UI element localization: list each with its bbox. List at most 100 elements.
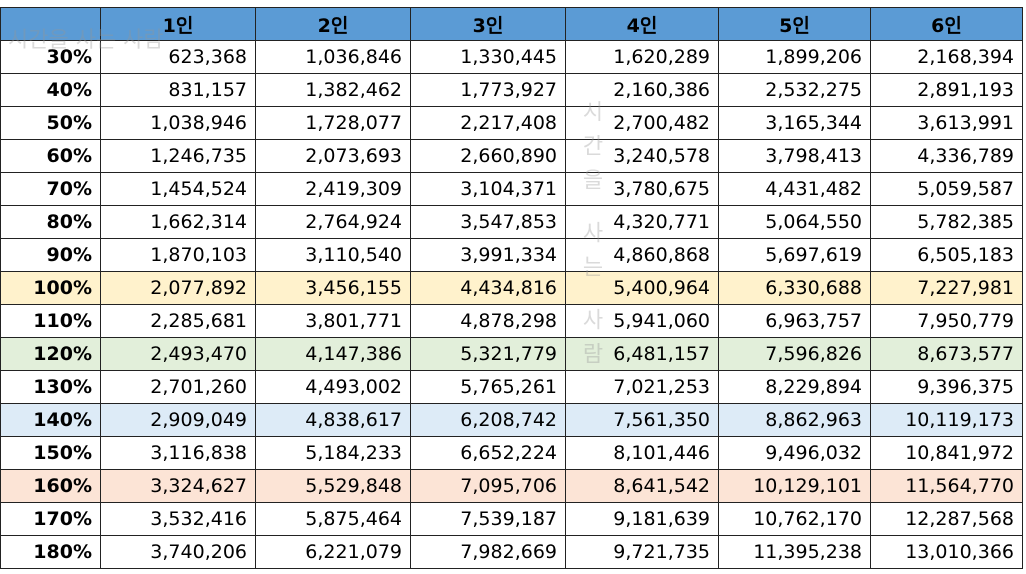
row-label: 90% xyxy=(0,238,101,272)
cell: 4,878,298 xyxy=(410,304,566,338)
cell: 1,038,946 xyxy=(100,106,256,140)
cell: 4,320,771 xyxy=(565,205,719,239)
cell: 3,324,627 xyxy=(100,469,256,503)
row-label: 100% xyxy=(0,271,101,305)
cell: 5,941,060 xyxy=(565,304,719,338)
cell: 5,184,233 xyxy=(255,436,411,470)
cell: 7,596,826 xyxy=(718,337,871,371)
cell: 3,456,155 xyxy=(255,271,411,305)
row-label: 30% xyxy=(0,40,101,74)
cell: 7,950,779 xyxy=(870,304,1023,338)
cell: 2,077,892 xyxy=(100,271,256,305)
table-row: 50% 1,038,946 1,728,077 2,217,408 2,700,482 3… xyxy=(0,106,1023,140)
cell: 9,721,735 xyxy=(565,535,719,569)
cell: 2,285,681 xyxy=(100,304,256,338)
cell: 9,396,375 xyxy=(870,370,1023,404)
row-label: 60% xyxy=(0,139,101,173)
table-row: 140% 2,909,049 4,838,617 6,208,742 7,561,350… xyxy=(0,403,1023,437)
cell: 1,899,206 xyxy=(718,40,871,74)
cell: 12,287,568 xyxy=(870,502,1023,536)
cell: 3,613,991 xyxy=(870,106,1023,140)
cell: 1,728,077 xyxy=(255,106,411,140)
cell: 8,673,577 xyxy=(870,337,1023,371)
cell: 7,561,350 xyxy=(565,403,719,437)
cell: 5,697,619 xyxy=(718,238,871,272)
cell: 6,481,157 xyxy=(565,337,719,371)
cell: 2,217,408 xyxy=(410,106,566,140)
cell: 7,021,253 xyxy=(565,370,719,404)
table-row: 150% 3,116,838 5,184,233 6,652,224 8,101,446… xyxy=(0,436,1023,470)
cell: 3,116,838 xyxy=(100,436,256,470)
cell: 6,505,183 xyxy=(870,238,1023,272)
cell: 5,529,848 xyxy=(255,469,411,503)
table-row: 180% 3,740,206 6,221,079 7,982,669 9,721,735… xyxy=(0,535,1023,569)
row-label: 180% xyxy=(0,535,101,569)
cell: 1,246,735 xyxy=(100,139,256,173)
cell: 10,762,170 xyxy=(718,502,871,536)
cell: 9,181,639 xyxy=(565,502,719,536)
table-row: 90% 1,870,103 3,110,540 3,991,334 4,860,868 5… xyxy=(0,238,1023,272)
table-row: 130% 2,701,260 4,493,002 5,765,261 7,021,253… xyxy=(0,370,1023,404)
cell: 5,064,550 xyxy=(718,205,871,239)
cell: 2,532,275 xyxy=(718,73,871,107)
data-table: 1인 2인 3인 4인 5인 6인 30% 623,368 1,036,846 1,330,44… xyxy=(0,7,1023,569)
column-header: 6인 xyxy=(870,7,1023,41)
cell: 4,838,617 xyxy=(255,403,411,437)
table-row: 100% 2,077,892 3,456,155 4,434,816 5,400,964… xyxy=(0,271,1023,305)
cell: 11,395,238 xyxy=(718,535,871,569)
table-body: 30% 623,368 1,036,846 1,330,445 1,620,289 1,8… xyxy=(0,40,1023,569)
cell: 3,240,578 xyxy=(565,139,719,173)
table-row: 110% 2,285,681 3,801,771 4,878,298 5,941,060… xyxy=(0,304,1023,338)
cell: 1,870,103 xyxy=(100,238,256,272)
cell: 1,382,462 xyxy=(255,73,411,107)
table-row: 30% 623,368 1,036,846 1,330,445 1,620,289 1,8… xyxy=(0,40,1023,74)
table-row: 120% 2,493,470 4,147,386 5,321,779 6,481,157… xyxy=(0,337,1023,371)
cell: 1,330,445 xyxy=(410,40,566,74)
cell: 13,010,366 xyxy=(870,535,1023,569)
row-label: 40% xyxy=(0,73,101,107)
cell: 4,431,482 xyxy=(718,172,871,206)
header-row: 1인 2인 3인 4인 5인 6인 xyxy=(0,7,1023,41)
cell: 1,662,314 xyxy=(100,205,256,239)
cell: 2,891,193 xyxy=(870,73,1023,107)
cell: 9,496,032 xyxy=(718,436,871,470)
column-header: 3인 xyxy=(410,7,566,41)
cell: 5,321,779 xyxy=(410,337,566,371)
cell: 4,434,816 xyxy=(410,271,566,305)
cell: 2,660,890 xyxy=(410,139,566,173)
row-label: 80% xyxy=(0,205,101,239)
cell: 8,641,542 xyxy=(565,469,719,503)
row-label: 170% xyxy=(0,502,101,536)
cell: 10,119,173 xyxy=(870,403,1023,437)
cell: 1,454,524 xyxy=(100,172,256,206)
cell: 6,208,742 xyxy=(410,403,566,437)
cell: 623,368 xyxy=(100,40,256,74)
cell: 8,101,446 xyxy=(565,436,719,470)
cell: 1,036,846 xyxy=(255,40,411,74)
cell: 3,104,371 xyxy=(410,172,566,206)
cell: 7,539,187 xyxy=(410,502,566,536)
cell: 7,095,706 xyxy=(410,469,566,503)
cell: 4,493,002 xyxy=(255,370,411,404)
cell: 2,764,924 xyxy=(255,205,411,239)
cell: 5,782,385 xyxy=(870,205,1023,239)
cell: 7,227,981 xyxy=(870,271,1023,305)
cell: 1,773,927 xyxy=(410,73,566,107)
cell: 3,165,344 xyxy=(718,106,871,140)
cell: 6,330,688 xyxy=(718,271,871,305)
cell: 10,841,972 xyxy=(870,436,1023,470)
column-header: 4인 xyxy=(565,7,719,41)
table-row: 70% 1,454,524 2,419,309 3,104,371 3,780,675 4… xyxy=(0,172,1023,206)
table-row: 170% 3,532,416 5,875,464 7,539,187 9,181,639… xyxy=(0,502,1023,536)
cell: 2,701,260 xyxy=(100,370,256,404)
cell: 10,129,101 xyxy=(718,469,871,503)
cell: 6,221,079 xyxy=(255,535,411,569)
cell: 2,419,309 xyxy=(255,172,411,206)
column-header: 5인 xyxy=(718,7,871,41)
cell: 2,909,049 xyxy=(100,403,256,437)
cell: 3,991,334 xyxy=(410,238,566,272)
cell: 8,229,894 xyxy=(718,370,871,404)
cell: 3,547,853 xyxy=(410,205,566,239)
cell: 4,336,789 xyxy=(870,139,1023,173)
